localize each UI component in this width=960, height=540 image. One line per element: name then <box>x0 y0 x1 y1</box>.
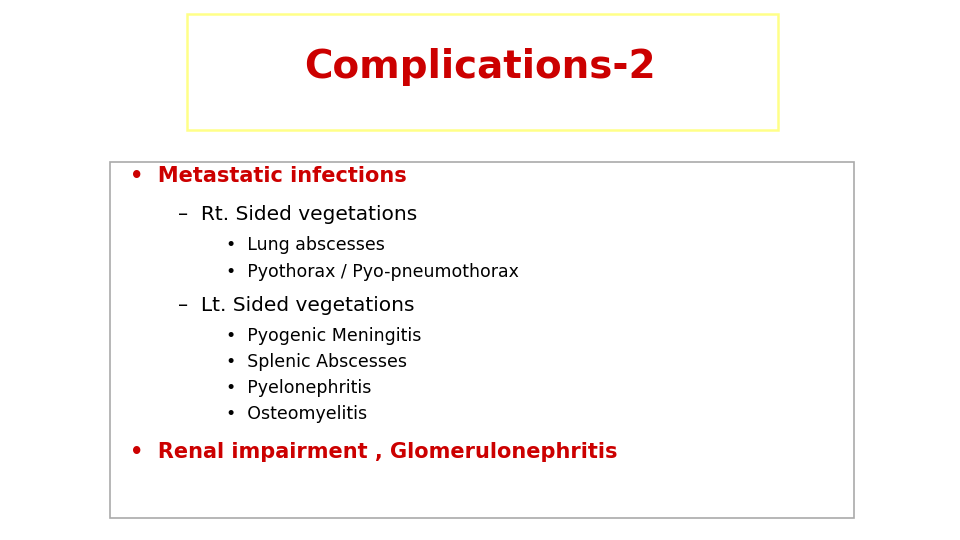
Text: –  Lt. Sided vegetations: – Lt. Sided vegetations <box>178 295 414 315</box>
FancyBboxPatch shape <box>110 162 854 518</box>
Text: •  Renal impairment , Glomerulonephritis: • Renal impairment , Glomerulonephritis <box>130 442 617 462</box>
Text: •  Lung abscesses: • Lung abscesses <box>226 235 384 254</box>
Text: •  Pyelonephritis: • Pyelonephritis <box>226 379 371 397</box>
Text: •  Pyogenic Meningitis: • Pyogenic Meningitis <box>226 327 421 345</box>
Text: •  Osteomyelitis: • Osteomyelitis <box>226 404 367 423</box>
Text: •  Pyothorax / Pyo-pneumothorax: • Pyothorax / Pyo-pneumothorax <box>226 262 518 281</box>
Text: •  Splenic Abscesses: • Splenic Abscesses <box>226 353 407 371</box>
Text: –  Rt. Sided vegetations: – Rt. Sided vegetations <box>178 205 417 224</box>
Text: Complications-2: Complications-2 <box>304 49 656 86</box>
FancyBboxPatch shape <box>187 14 778 130</box>
Text: •  Metastatic infections: • Metastatic infections <box>130 165 406 186</box>
